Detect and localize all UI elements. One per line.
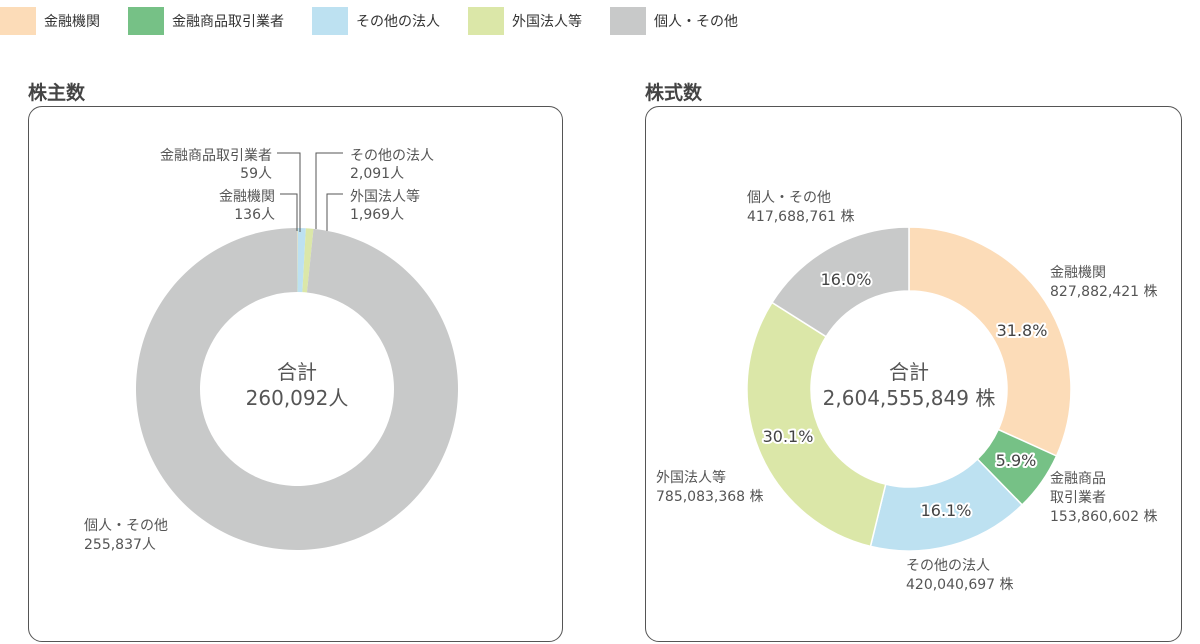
legend-item-financial-institutions: 金融機関 (0, 7, 100, 35)
label-securities-firms-name: 金融商品取引業者 (160, 148, 272, 164)
legend-swatch (0, 7, 36, 35)
shares-donut (746, 226, 1072, 552)
label-individuals-name: 個人・その他 (84, 518, 168, 534)
label-individuals-value: 255,837人 (84, 537, 156, 553)
shares-total-value: 2,604,555,849 株 (823, 386, 996, 410)
legend-item-securities-firms: 金融商品取引業者 (128, 7, 284, 35)
legend-label: その他の法人 (356, 14, 440, 30)
label-other-corporations-name: その他の法人 (350, 148, 434, 164)
legend-item-other-corporations: その他の法人 (312, 7, 440, 35)
legend-item-foreign-corporations: 外国法人等 (468, 7, 582, 35)
leader-line (326, 193, 343, 231)
slice-financial-institutions (908, 226, 1072, 457)
shareholders-donut (136, 228, 459, 550)
legend-item-individuals: 個人・その他 (610, 7, 738, 35)
leader-line (315, 152, 343, 229)
shares-total-title: 合計 (889, 360, 929, 384)
label-individuals-value: 417,688,761 株 (747, 209, 855, 225)
slice-financial-institutions (297, 228, 298, 293)
slice-other-corporations (297, 228, 306, 293)
label-financial-institutions-name: 金融機関 (219, 189, 275, 205)
slice-foreign-corporations (746, 301, 887, 548)
legend-label: 個人・その他 (654, 14, 738, 30)
shares-title: 株式数 (645, 82, 703, 104)
label-securities-firms-value: 153,860,602 株 (1050, 509, 1158, 525)
shareholders-panel (28, 106, 563, 642)
shareholders-title: 株主数 (28, 82, 86, 104)
slice-individuals (136, 228, 459, 550)
shareholders-total-value: 260,092人 (246, 386, 349, 410)
shares-panel (645, 106, 1182, 642)
leader-lines (277, 152, 343, 232)
label-other-corporations-value: 2,091人 (350, 166, 404, 182)
label-foreign-corporations-value: 785,083,368 株 (656, 489, 764, 505)
label-foreign-corporations-name: 外国法人等 (350, 188, 420, 205)
pct-foreign-corporations: 30.1% (763, 427, 814, 446)
legend-swatch (312, 7, 348, 35)
label-financial-institutions-value: 827,882,421 株 (1050, 284, 1158, 300)
pct-individuals: 16.0% (821, 270, 872, 289)
slice-individuals (770, 226, 910, 338)
label-financial-institutions-name: 金融機関 (1050, 265, 1106, 281)
legend-swatch (128, 7, 164, 35)
label-individuals-name: 個人・その他 (747, 190, 831, 206)
label-other-corporations-name: その他の法人 (906, 558, 990, 574)
label-foreign-corporations-value: 1,969人 (350, 207, 404, 223)
pct-financial-institutions: 31.8% (997, 321, 1048, 340)
label-securities-firms-value: 59人 (240, 166, 272, 182)
legend-label: 金融商品取引業者 (172, 14, 284, 30)
pct-other-corporations: 16.1% (921, 501, 972, 520)
shareholders-total-title: 合計 (277, 360, 317, 384)
legend-swatch (468, 7, 504, 35)
label-financial-institutions-value: 136人 (234, 207, 275, 223)
legend-label: 金融機関 (44, 14, 100, 30)
legend: 金融機関 金融商品取引業者 その他の法人 外国法人等 個人・その他 (0, 6, 766, 36)
leader-line (280, 193, 298, 231)
label-other-corporations-value: 420,040,697 株 (906, 577, 1014, 593)
leader-line (277, 152, 301, 232)
label-securities-firms-name-line1: 金融商品 (1050, 471, 1106, 487)
legend-label: 外国法人等 (512, 14, 582, 30)
label-securities-firms-name-line2: 取引業者 (1050, 490, 1106, 506)
legend-swatch (610, 7, 646, 35)
slice-foreign-corporations (302, 228, 314, 293)
pct-securities-firms: 5.9% (996, 451, 1037, 470)
label-foreign-corporations-name: 外国法人等 (656, 469, 726, 486)
